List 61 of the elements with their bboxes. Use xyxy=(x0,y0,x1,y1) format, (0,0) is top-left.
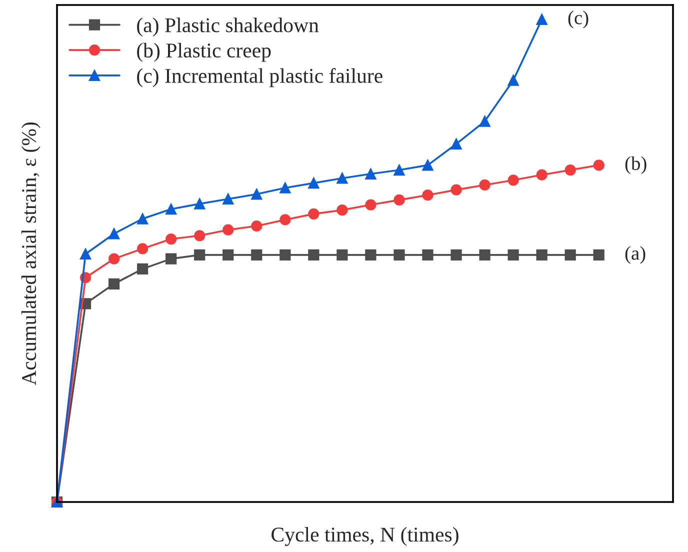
point xyxy=(194,249,206,261)
legend-label: (b) Plastic creep xyxy=(137,42,271,62)
point xyxy=(508,74,519,86)
point xyxy=(422,249,434,261)
point xyxy=(336,172,348,184)
point xyxy=(80,248,92,260)
point xyxy=(450,184,462,196)
point xyxy=(251,249,262,261)
point xyxy=(108,228,120,240)
point xyxy=(450,249,462,261)
text: (a) xyxy=(625,246,646,264)
point xyxy=(394,194,405,206)
point xyxy=(336,204,348,216)
text: (b) xyxy=(625,156,646,174)
point xyxy=(137,243,148,254)
point xyxy=(422,190,434,201)
point xyxy=(166,233,177,245)
point xyxy=(536,249,548,261)
point xyxy=(450,138,462,150)
point xyxy=(108,253,120,264)
point xyxy=(222,224,234,236)
point xyxy=(394,249,405,261)
x-axis-title: Cycle times, N (times) xyxy=(272,527,458,546)
point xyxy=(194,198,206,210)
point xyxy=(137,263,148,274)
point xyxy=(479,116,490,127)
point xyxy=(536,169,548,180)
point xyxy=(166,204,177,215)
point xyxy=(365,168,376,180)
point xyxy=(536,14,548,26)
point xyxy=(280,182,291,194)
point xyxy=(394,164,405,176)
point xyxy=(166,253,177,264)
point xyxy=(251,188,262,200)
legend-label: (a) Plastic shakedown xyxy=(137,18,319,37)
point xyxy=(222,193,234,205)
point xyxy=(508,174,519,186)
point xyxy=(479,179,490,191)
annotation: (c) xyxy=(568,10,588,28)
point xyxy=(222,249,234,261)
point xyxy=(593,160,604,171)
point xyxy=(308,249,320,261)
point xyxy=(365,199,376,210)
point xyxy=(422,160,434,171)
y-axis-title: Accumulated axial strain, ε (%) xyxy=(21,122,40,386)
point xyxy=(280,214,291,226)
point xyxy=(479,249,490,261)
point xyxy=(308,208,320,220)
point xyxy=(508,249,519,261)
point xyxy=(108,278,120,290)
point xyxy=(308,177,320,189)
point xyxy=(564,249,576,261)
point xyxy=(564,164,576,176)
point xyxy=(251,220,262,232)
point xyxy=(365,249,376,261)
point xyxy=(137,213,148,224)
legend-label: (c) Incremental plastic failure xyxy=(137,68,382,88)
point xyxy=(593,249,604,261)
point xyxy=(194,230,206,242)
point xyxy=(336,249,348,261)
point xyxy=(280,249,291,261)
